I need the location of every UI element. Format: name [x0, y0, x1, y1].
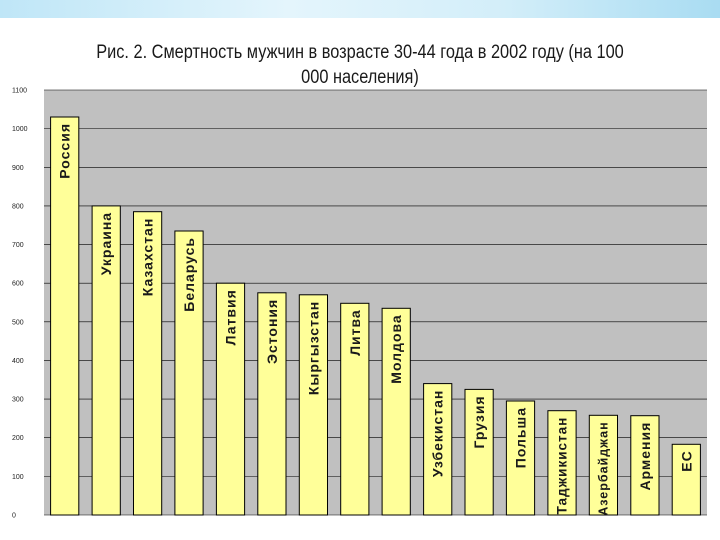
bar [91, 205, 121, 516]
bar [174, 230, 204, 516]
bar [588, 414, 618, 516]
y-tick-label: 900 [12, 165, 24, 172]
bar [630, 415, 660, 516]
bars [50, 116, 701, 516]
bar-category-label: Польша [513, 407, 529, 468]
bar-category-label: Беларусь [181, 237, 197, 312]
y-tick-label: 300 [12, 397, 24, 404]
bar [298, 294, 328, 516]
bar-category-label: Армения [637, 422, 653, 491]
bar-category-label: Украина [98, 212, 114, 275]
bar [340, 302, 370, 516]
bar-category-label: Эстония [264, 299, 280, 364]
bar [547, 410, 577, 516]
bar [505, 400, 536, 516]
bar-category-label: Литва [347, 309, 363, 356]
bar [257, 292, 287, 516]
bar-category-label: Азербайджан [596, 421, 610, 515]
bar-category-label: ЕС [678, 450, 694, 471]
y-tick-label: 600 [12, 281, 24, 288]
bar-category-label: Россия [57, 123, 73, 179]
bar [671, 443, 701, 516]
bar [464, 388, 494, 516]
bar-category-label: Узбекистан [430, 390, 446, 478]
bar-category-label: Таджикистан [555, 417, 570, 515]
y-tick-label: 500 [12, 319, 24, 326]
bar-category-label: Латвия [223, 289, 239, 345]
y-tick-label: 1000 [12, 126, 28, 133]
bar [50, 116, 80, 516]
bar [133, 211, 163, 516]
bar-category-label: Кыргызстан [305, 301, 321, 395]
y-tick-label: 400 [12, 358, 24, 365]
y-tick-label: 200 [12, 435, 24, 442]
bar-category-label: Казахстан [140, 218, 156, 297]
bar [381, 307, 411, 516]
bar-category-label: Молдова [388, 314, 404, 383]
top-decorative-band [0, 0, 720, 18]
bar [215, 282, 246, 516]
bar-labels: Россия Украина Казахстан Беларусь Латвия Эсто… [57, 123, 695, 516]
y-tick-label: 0 [12, 513, 16, 520]
y-tick-label: 100 [12, 474, 24, 481]
chart-title: Рис. 2. Смертность мужчин в возрасте 30-… [96, 42, 624, 88]
bar [423, 383, 453, 516]
y-tick-label: 700 [12, 242, 24, 249]
bar-category-label: Грузия [471, 395, 487, 448]
y-axis: 0 100 200 300 400 500 600 700 800 900 1000 1100 [12, 88, 28, 520]
y-tick-label: 1100 [12, 88, 27, 95]
y-tick-label: 800 [12, 203, 24, 210]
